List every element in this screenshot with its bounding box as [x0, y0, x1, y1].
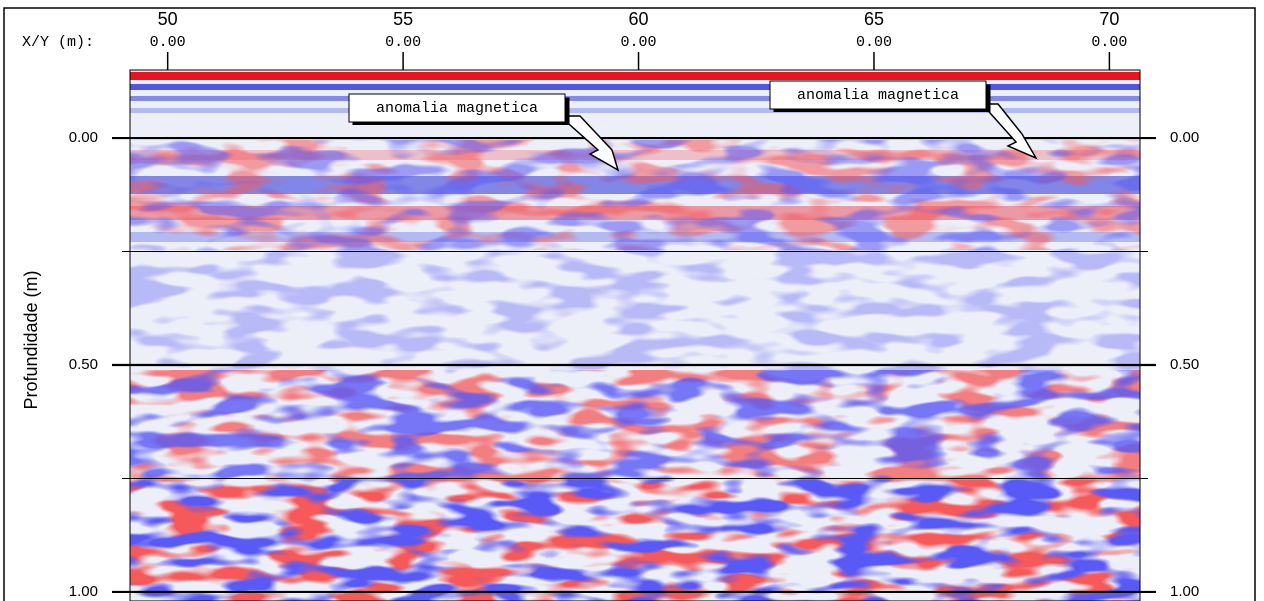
annotation: anomalia magnetica [769, 80, 1038, 160]
y-axis-label: Profundidade (m) [21, 270, 41, 409]
y-tick-label: 0.00 [69, 129, 98, 146]
frame [3, 7, 1256, 601]
x-tick-sublabel: 0.00 [1091, 34, 1127, 51]
x-tick-label: 50 [158, 9, 178, 29]
y-tick-label-right: 1.00 [1170, 583, 1199, 600]
x-tick-sublabel: 0.00 [150, 34, 186, 51]
annotation-text: anomalia magnetica [797, 87, 959, 104]
y-tick-label-right: 0.00 [1170, 129, 1199, 146]
x-tick-label: 55 [393, 9, 413, 29]
annotation-text: anomalia magnetica [376, 100, 538, 117]
x-tick-label: 65 [864, 9, 884, 29]
x-tick-sublabel: 0.00 [621, 34, 657, 51]
radargram [129, 69, 1141, 601]
y-tick-label: 0.50 [69, 356, 98, 373]
y-tick-label-right: 0.50 [1170, 356, 1199, 373]
x-tick-label: 70 [1099, 9, 1119, 29]
annotation: anomalia magnetica [348, 93, 620, 172]
x-axis-label: X/Y (m): [22, 34, 94, 51]
x-tick-sublabel: 0.00 [856, 34, 892, 51]
x-tick-sublabel: 0.00 [385, 34, 421, 51]
y-tick-label: 1.00 [69, 583, 98, 600]
x-tick-label: 60 [629, 9, 649, 29]
